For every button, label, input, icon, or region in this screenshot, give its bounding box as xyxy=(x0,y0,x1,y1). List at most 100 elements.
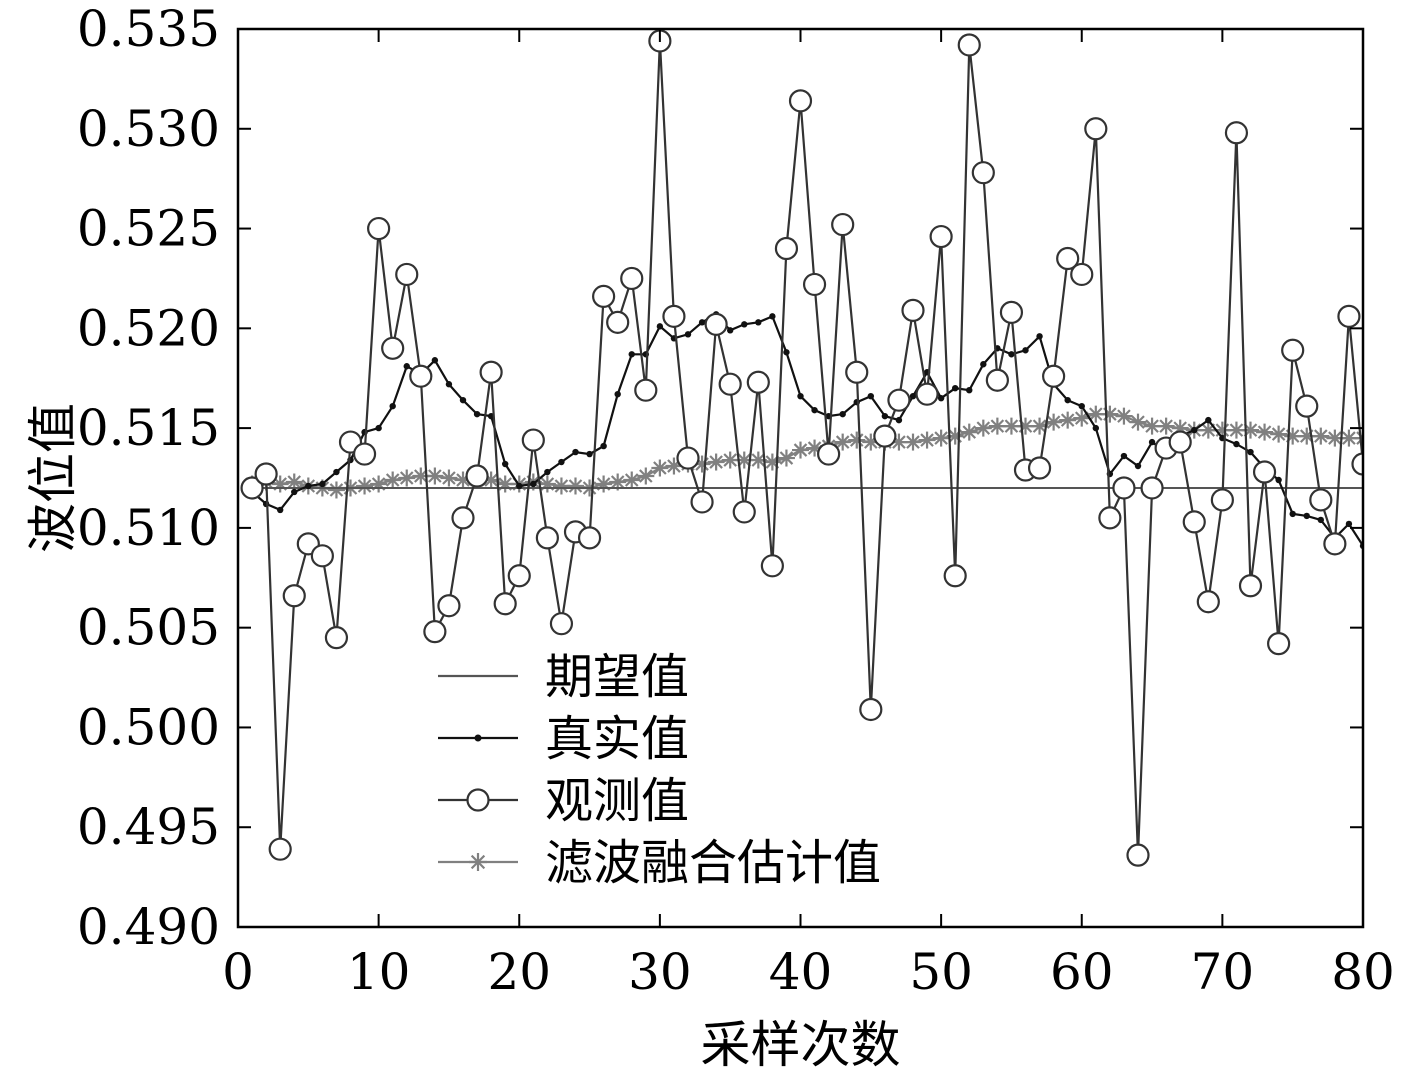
data-point-star xyxy=(1045,413,1063,431)
data-point-circle xyxy=(915,382,939,406)
data-point-circle xyxy=(1224,121,1249,145)
x-tick-label: 50 xyxy=(909,943,973,1001)
data-point-star xyxy=(834,433,852,451)
star-stroke xyxy=(1131,415,1145,429)
data-point-star xyxy=(848,431,866,449)
data-point-dot xyxy=(1275,476,1282,484)
data-point-dot xyxy=(783,349,790,356)
data-point-circle xyxy=(282,584,306,608)
data-point-star xyxy=(1073,409,1091,427)
data-point-circle xyxy=(1042,364,1066,388)
star-stroke xyxy=(906,435,920,449)
data-point-circle xyxy=(1252,460,1277,484)
data-point-dot xyxy=(726,327,734,334)
data-point-dot xyxy=(1092,424,1100,432)
star-stroke xyxy=(385,473,400,487)
data-point-circle xyxy=(746,370,770,394)
data-point-dot xyxy=(966,386,973,394)
star-stroke xyxy=(414,469,428,483)
data-point-star xyxy=(595,475,613,493)
data-point-dot xyxy=(1120,452,1128,460)
star-stroke xyxy=(329,483,344,497)
data-point-dot xyxy=(684,331,692,338)
data-point-circle xyxy=(507,564,531,588)
y-tick-label: 0.495 xyxy=(77,798,220,856)
star-stroke xyxy=(751,453,766,467)
data-point-star xyxy=(384,471,402,489)
data-point-dot xyxy=(1233,440,1240,448)
data-point-star xyxy=(960,423,978,441)
data-point-circle xyxy=(760,554,784,578)
data-point-star xyxy=(1354,429,1363,447)
star-stroke xyxy=(1356,431,1363,440)
data-point-dot xyxy=(375,424,382,432)
star-stroke xyxy=(1046,415,1061,429)
series-layer xyxy=(240,29,1363,867)
data-point-circle xyxy=(676,446,700,470)
data-point-star xyxy=(637,467,655,485)
data-point-dot xyxy=(1148,438,1156,446)
star-stroke xyxy=(723,453,737,467)
data-point-circle xyxy=(985,368,1009,392)
data-point-dot xyxy=(797,392,804,400)
data-point-dot xyxy=(319,480,326,488)
data-point-dot xyxy=(1134,462,1142,470)
data-point-circle xyxy=(1210,488,1234,512)
data-point-circle xyxy=(451,506,475,530)
data-point-dot xyxy=(895,416,903,424)
data-point-dot xyxy=(572,448,579,456)
star-stroke xyxy=(1117,409,1131,423)
data-point-dot xyxy=(586,450,593,458)
data-point-dot xyxy=(516,482,523,490)
data-point-circle xyxy=(901,298,925,322)
data-point-circle xyxy=(1281,338,1305,362)
y-tick-label: 0.535 xyxy=(77,0,220,58)
data-point-star xyxy=(1059,411,1077,429)
data-point-circle xyxy=(1337,304,1361,328)
star-stroke xyxy=(709,455,723,469)
star-stroke xyxy=(1342,431,1356,445)
data-point-dot xyxy=(333,468,340,476)
data-point-dot xyxy=(951,385,959,392)
data-point-circle xyxy=(831,212,855,237)
data-point-dot xyxy=(1345,520,1353,528)
data-point-star xyxy=(623,471,641,489)
y-axis-tick-labels: 0.490 0.495 0.500 0.505 0.510 0.515 0.520 0.525… xyxy=(77,0,220,956)
data-point-star xyxy=(327,481,345,499)
star-stroke xyxy=(962,425,977,439)
data-point-circle xyxy=(1056,246,1080,271)
legend-label: 观测值 xyxy=(545,773,689,829)
star-stroke xyxy=(737,453,752,467)
data-point-star xyxy=(792,441,809,459)
legend-marker-circle xyxy=(466,788,490,812)
data-point-dot xyxy=(1191,426,1198,434)
star-stroke xyxy=(1314,429,1328,443)
data-point-circle xyxy=(1098,506,1122,530)
data-point-dot xyxy=(656,323,664,330)
data-point-star xyxy=(1242,421,1259,439)
data-point-dot xyxy=(403,363,410,370)
data-point-dot xyxy=(276,506,284,514)
x-tick-label: 10 xyxy=(347,943,411,1001)
data-point-dot xyxy=(1289,510,1296,518)
data-point-dot xyxy=(698,319,706,326)
data-point-dot xyxy=(431,357,439,364)
star-stroke xyxy=(1328,431,1342,445)
tick-marks xyxy=(237,28,1364,928)
data-point-dot xyxy=(980,361,987,368)
data-point-circle xyxy=(1084,117,1108,141)
data-point-star xyxy=(1312,427,1330,445)
data-point-circle xyxy=(1140,476,1164,500)
legend-item: 观测值 xyxy=(438,773,689,829)
star-stroke xyxy=(1145,419,1159,433)
data-point-dot xyxy=(1317,516,1325,524)
data-point-dot xyxy=(628,351,635,358)
series-line-circle xyxy=(240,29,1363,867)
data-point-dot xyxy=(755,319,762,326)
data-point-dot xyxy=(741,321,748,328)
data-point-circle xyxy=(817,442,841,466)
data-point-dot xyxy=(445,381,453,388)
data-point-circle xyxy=(1238,574,1263,598)
star-stroke xyxy=(1257,425,1272,439)
